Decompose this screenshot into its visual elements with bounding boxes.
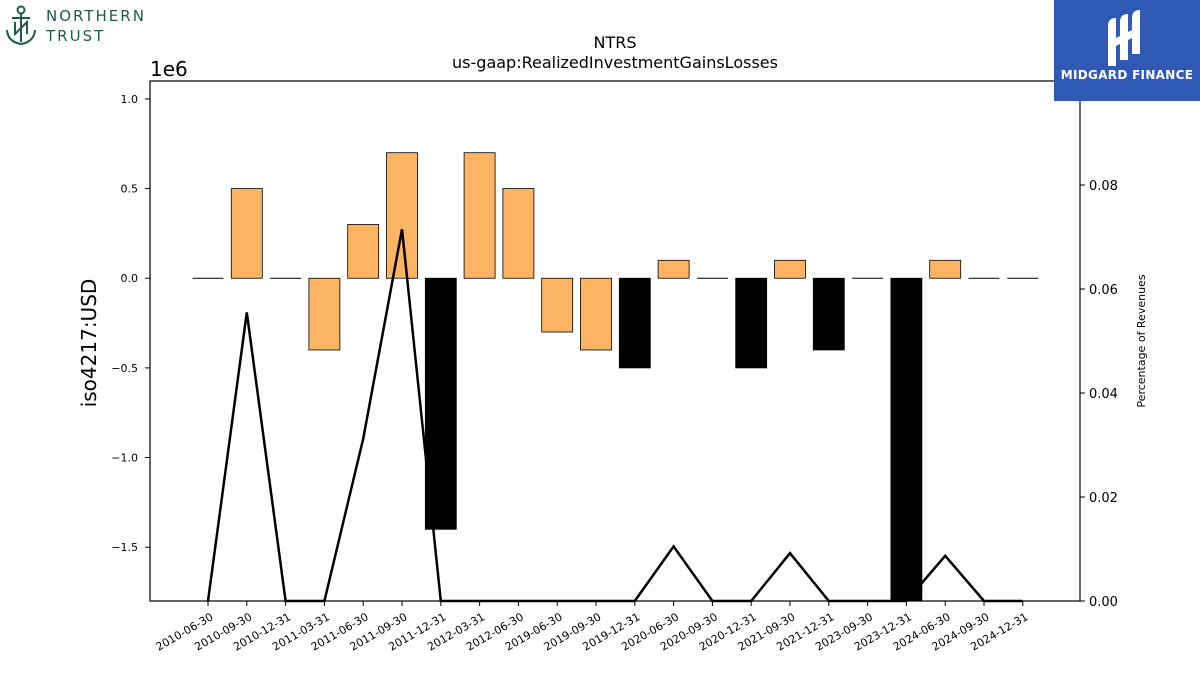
y2-tick-label: 0.02 [1089,491,1118,506]
anchor-icon [6,5,36,46]
northern-trust-logo: NORTHERN TRUST [4,4,146,48]
y2-tick-label: 0.06 [1089,283,1118,298]
bar [386,152,418,279]
y2-tick-label: 0.08 [1089,179,1118,194]
bar [618,277,651,369]
plot-frame [149,80,1081,602]
y-axis-label: iso4217:USD [77,279,101,408]
logo-line-trust: TRUST [46,27,106,45]
bar [230,188,263,279]
bar [580,277,612,351]
bar [463,152,496,279]
chart-title: NTRS [593,33,636,52]
bar [657,259,690,279]
y-tick-label: 1.0 [121,93,139,106]
bar [774,259,806,279]
y-tick-label: −0.5 [111,362,138,375]
bar [929,259,962,279]
midgard-mark-icon [1108,10,1140,66]
bar [541,277,574,333]
y2-tick-label: 0.00 [1089,595,1118,610]
y-scale-label: 1e6 [150,57,188,81]
bar [424,277,457,530]
y2-axis-label: Percentage of Revenues [1135,274,1148,407]
y-tick-label: −1.0 [111,452,138,465]
midgard-finance-wordmark: MIDGARD FINANCE [1060,68,1194,82]
y2-tick-label: 0.04 [1089,387,1118,402]
y-tick-label: 0.0 [121,272,139,285]
bar [890,277,923,602]
y-tick-label: −1.5 [111,541,138,554]
bar [502,188,535,279]
bar [735,277,768,369]
midgard-finance-logo: MIDGARD FINANCE [1054,0,1200,101]
bar [308,277,341,351]
y-tick-label: 0.5 [121,183,139,196]
chart-subtitle: us-gaap:RealizedInvestmentGainsLosses [452,53,778,72]
bar [347,224,380,279]
logo-line-northern: NORTHERN [46,7,146,25]
bar [812,277,845,351]
